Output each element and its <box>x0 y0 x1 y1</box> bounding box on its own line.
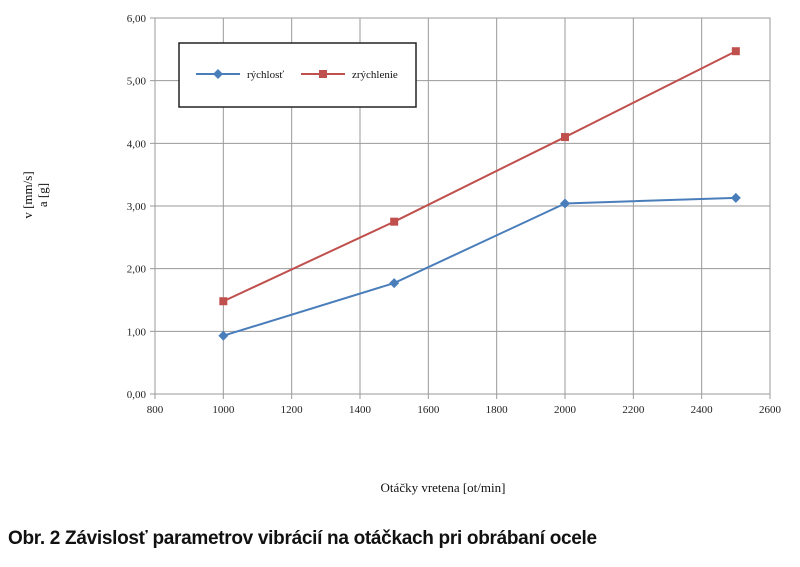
data-point <box>218 330 229 341</box>
x-tick-label: 2400 <box>691 404 714 416</box>
legend-item-zrýchlenie: zrýchlenie <box>301 69 398 81</box>
data-point <box>560 198 570 209</box>
y-tick-label: 0,00 <box>127 389 147 401</box>
y-tick-label: 2,00 <box>127 264 147 276</box>
data-point <box>389 278 400 289</box>
legend-label: zrýchlenie <box>352 69 398 81</box>
y-axis-label: v [mm/s] a [g] <box>20 171 50 218</box>
y-tick-label: 1,00 <box>127 326 147 338</box>
y-tick-label: 4,00 <box>127 138 147 150</box>
legend-marker <box>319 70 327 78</box>
chart-legend: rýchlosť zrýchlenie <box>178 42 417 108</box>
y-tick-label: 3,00 <box>127 201 147 213</box>
series-zrýchlenie <box>219 47 740 306</box>
x-tick-label: 1800 <box>486 404 509 416</box>
x-tick-label: 800 <box>147 404 164 416</box>
y-axis-label-line2: a [g] <box>35 183 50 207</box>
x-axis-label: Otáčky vretena [ot/min] <box>381 480 506 495</box>
x-axis-ticks: 800 1000 1200 1400 1600 1800 2000 2200 2400 2600 <box>147 404 782 416</box>
data-point <box>561 133 569 142</box>
series-rýchlosť <box>218 192 741 341</box>
data-point <box>731 47 740 56</box>
y-tick-label: 5,00 <box>127 76 147 88</box>
data-point <box>390 217 399 226</box>
y-axis-label-line1: v [mm/s] <box>20 171 35 218</box>
x-tick-label: 1600 <box>417 404 440 416</box>
x-tick-label: 2600 <box>759 404 782 416</box>
x-tick-label: 1400 <box>349 404 372 416</box>
chart-series <box>218 47 741 341</box>
y-tick-label: 6,00 <box>127 13 147 25</box>
line-chart: 800 1000 1200 1400 1600 1800 2000 2200 2400 2600 … <box>20 13 782 495</box>
series-line <box>222 50 737 303</box>
legend-item-rýchlosť: rýchlosť <box>196 69 284 81</box>
x-tick-label: 2000 <box>554 404 577 416</box>
figure-caption: Obr. 2 Závislosť parametrov vibrácií na … <box>8 528 597 549</box>
legend-label: rýchlosť <box>247 69 284 81</box>
x-tick-label: 1200 <box>281 404 304 416</box>
x-tick-label: 2200 <box>622 404 645 416</box>
series-line <box>223 196 736 337</box>
data-point <box>730 192 741 203</box>
legend-marker <box>213 69 223 79</box>
y-axis-ticks: 0,00 1,00 2,00 3,00 4,00 5,00 6,00 <box>127 13 147 401</box>
x-tick-label: 1000 <box>212 404 235 416</box>
data-point <box>219 297 228 306</box>
